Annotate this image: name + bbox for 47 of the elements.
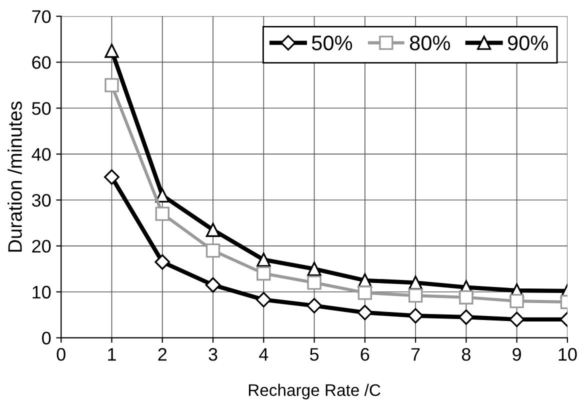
y-tick-label: 40 (32, 148, 51, 161)
point (408, 308, 424, 324)
point (154, 254, 170, 270)
x-tick-label: 5 (310, 348, 319, 361)
point (306, 298, 322, 314)
point (357, 304, 373, 320)
point (155, 206, 170, 221)
point (155, 188, 170, 203)
x-tick-label: 3 (208, 348, 218, 361)
y-axis-title: Duration /minutes (8, 102, 22, 252)
y-tick-label: 30 (32, 194, 51, 207)
point (206, 222, 220, 237)
y-tick-label: 20 (32, 240, 51, 253)
x-tick-label: 2 (158, 348, 166, 361)
x-tick-label: 6 (360, 348, 370, 361)
point (509, 312, 525, 328)
point (205, 277, 221, 293)
x-axis-title: Recharge Rate /C (248, 384, 380, 400)
point (104, 78, 119, 92)
x-tick-label: 1 (108, 348, 116, 361)
x-tick-label: 8 (462, 348, 470, 361)
point (256, 266, 271, 281)
point (358, 286, 372, 300)
point (104, 44, 119, 58)
point (104, 169, 120, 185)
x-tick-label: 10 (558, 348, 577, 361)
legend-label: 90% (508, 36, 548, 50)
point (510, 294, 524, 308)
x-tick-label: 0 (56, 348, 66, 361)
point (256, 292, 272, 308)
legend-label: 50% (312, 36, 352, 50)
x-tick-label: 7 (411, 348, 420, 361)
point (206, 243, 220, 258)
point (307, 262, 322, 276)
legend-label: 80% (410, 36, 450, 50)
y-tick-label: 0 (42, 332, 51, 345)
x-tick-label: 4 (259, 348, 268, 361)
point (408, 288, 423, 303)
point (459, 290, 474, 304)
point (458, 309, 474, 325)
y-tick-label: 60 (32, 56, 51, 69)
y-tick-label: 70 (32, 10, 51, 23)
point (307, 276, 322, 290)
point (256, 252, 271, 267)
x-tick-label: 9 (512, 348, 521, 361)
y-tick-label: 50 (32, 102, 51, 115)
y-tick-label: 10 (32, 286, 51, 299)
